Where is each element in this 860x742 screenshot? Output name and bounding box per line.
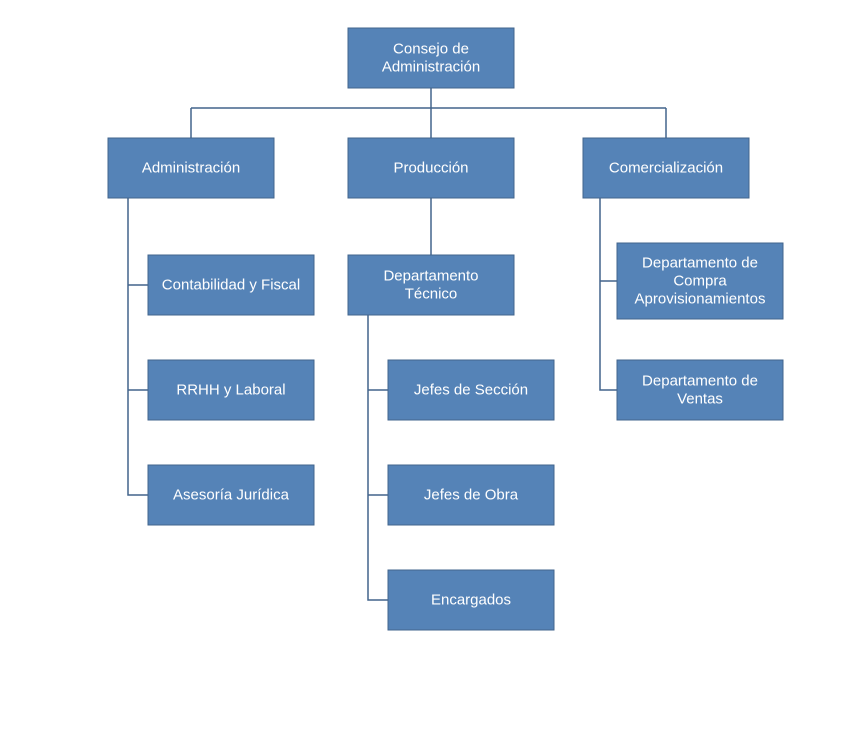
org-node-label: Consejo deAdministración: [382, 41, 480, 76]
org-chart: Consejo deAdministración Administración Pr…: [0, 0, 860, 742]
org-node-contab: Contabilidad y Fiscal: [148, 255, 314, 315]
org-node-admin: Administración: [108, 138, 274, 198]
connector: [368, 315, 388, 600]
org-node-encargados: Encargados: [388, 570, 554, 630]
org-node-label: Administración: [142, 160, 240, 177]
org-node-jefesObra: Jefes de Obra: [388, 465, 554, 525]
org-node-label: Producción: [393, 160, 468, 177]
org-node-comer: Comercialización: [583, 138, 749, 198]
org-node-asesoria: Asesoría Jurídica: [148, 465, 314, 525]
org-node-depCompras: Departamento deCompraAprovisionamientos: [617, 243, 783, 319]
org-node-root: Consejo deAdministración: [348, 28, 514, 88]
org-node-label: Encargados: [431, 592, 511, 609]
org-node-label: Comercialización: [609, 160, 723, 177]
org-node-rrhh: RRHH y Laboral: [148, 360, 314, 420]
org-node-depVentas: Departamento deVentas: [617, 360, 783, 420]
org-node-jefesSeccion: Jefes de Sección: [388, 360, 554, 420]
org-node-label: Jefes de Obra: [424, 487, 519, 504]
connector: [128, 198, 148, 495]
org-node-label: Contabilidad y Fiscal: [162, 277, 300, 294]
org-node-label: Jefes de Sección: [414, 382, 528, 399]
org-node-depTecnico: DepartamentoTécnico: [348, 255, 514, 315]
org-node-prod: Producción: [348, 138, 514, 198]
connector: [600, 198, 617, 390]
org-node-label: RRHH y Laboral: [176, 382, 285, 399]
org-node-label: Asesoría Jurídica: [173, 487, 290, 504]
